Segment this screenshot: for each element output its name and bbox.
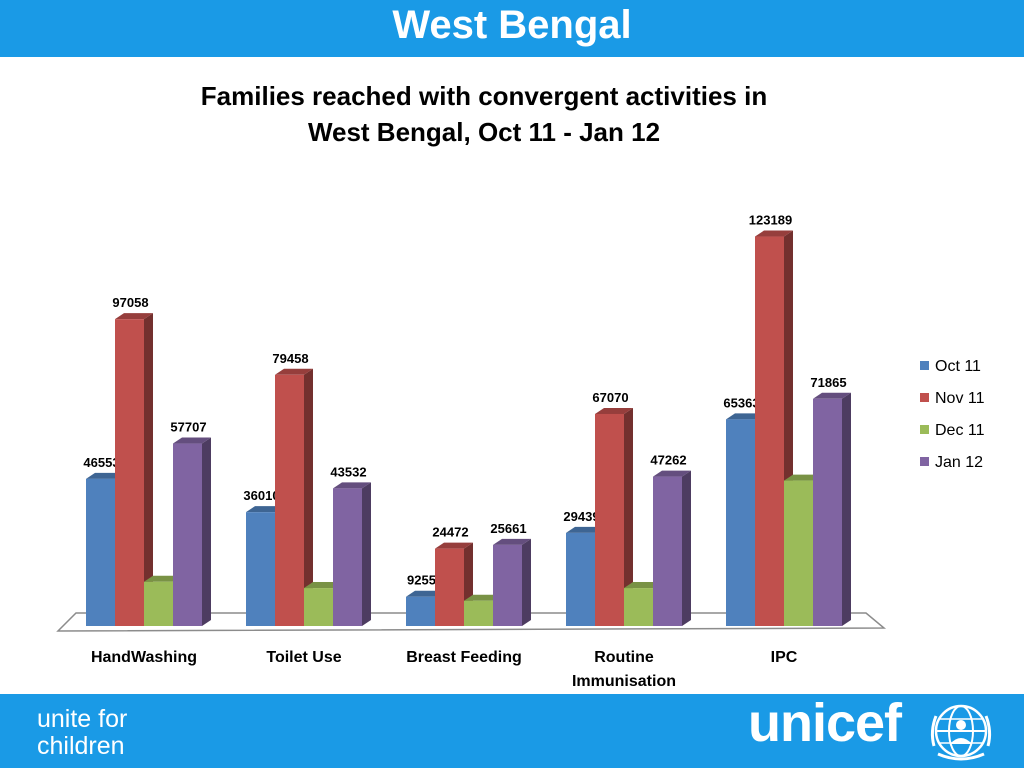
tagline-line2: children: [37, 732, 125, 760]
category-label: HandWashing: [91, 649, 197, 666]
bar-top: [784, 474, 822, 481]
data-label: 71865: [810, 375, 846, 390]
category-label: IPC: [771, 649, 798, 666]
bar-side: [202, 437, 211, 626]
bar: [435, 548, 464, 626]
data-label: 97058: [112, 295, 148, 310]
data-label: 47262: [650, 453, 686, 468]
bar: [726, 419, 755, 626]
legend-label: Oct 11: [935, 358, 981, 375]
bar: [333, 488, 362, 626]
data-label: 79458: [272, 351, 308, 366]
bar-side: [842, 392, 851, 626]
bar: [275, 374, 304, 626]
data-label: 43532: [330, 464, 366, 479]
data-label: 29439: [563, 509, 599, 524]
bar: [115, 319, 144, 626]
bar-top: [86, 472, 124, 479]
bar: [406, 596, 435, 626]
bar-top: [275, 368, 313, 375]
data-label: 57707: [170, 420, 206, 435]
data-label: 25661: [490, 521, 526, 536]
bar-top: [406, 590, 444, 597]
bar-side: [304, 368, 313, 626]
globe-emblem-icon: [930, 704, 992, 761]
bar-top: [333, 482, 371, 489]
chart-title-line2: West Bengal, Oct 11 - Jan 12: [307, 117, 661, 147]
bar-chart: 46553 97058 57707 HandWashing 36010 79458 4353…: [56, 213, 985, 690]
category-label: Routine: [594, 649, 654, 666]
data-label: 67070: [592, 390, 628, 405]
bar: [813, 398, 842, 626]
bar-top: [566, 526, 604, 533]
data-label: 24472: [432, 525, 468, 540]
category-label: Toilet Use: [266, 649, 341, 666]
bar-top: [493, 538, 531, 545]
legend-label: Jan 12: [935, 454, 983, 471]
bar: [173, 443, 202, 626]
bar: [464, 600, 493, 626]
data-label: 36010: [243, 488, 279, 503]
bar-side: [362, 482, 371, 626]
bar-side: [144, 313, 153, 626]
legend-label: Nov 11: [935, 390, 985, 407]
category-label: Breast Feeding: [406, 649, 522, 666]
tagline-line1: unite for: [37, 705, 128, 733]
chart-title: Families reached with convergent activit…: [0, 78, 968, 150]
bar: [624, 588, 653, 626]
bar: [144, 581, 173, 626]
legend-swatch: [920, 457, 929, 466]
bar-top: [304, 582, 342, 589]
unicef-logo: unicef: [748, 693, 1004, 764]
data-label: 46553: [83, 455, 119, 470]
bar-top: [435, 542, 473, 549]
bar-top: [653, 470, 691, 477]
bar-top: [246, 506, 284, 513]
chart-title-line1: Families reached with convergent activit…: [200, 81, 768, 111]
title-bar: West Bengal: [0, 0, 1024, 57]
legend-swatch: [920, 393, 929, 402]
legend-swatch: [920, 361, 929, 370]
bar: [304, 588, 333, 626]
bar-top: [595, 407, 633, 414]
data-label: 123189: [749, 213, 792, 228]
footer-bar: unite for children unicef: [0, 693, 1024, 768]
slide-title: West Bengal: [392, 3, 632, 47]
bar-top: [115, 313, 153, 320]
tagline: unite for children: [37, 706, 127, 760]
bar-side: [682, 470, 691, 626]
bar: [784, 480, 813, 626]
bar: [86, 478, 115, 626]
bar-side: [624, 407, 633, 626]
data-label: 65363: [723, 395, 759, 410]
legend-label: Dec 11: [935, 422, 985, 439]
bar: [755, 236, 784, 626]
bar: [595, 413, 624, 626]
bar-top: [813, 392, 851, 399]
bar: [566, 532, 595, 626]
bar-top: [464, 594, 502, 601]
bar-side: [522, 538, 531, 626]
bar-top: [755, 230, 793, 237]
legend-swatch: [920, 425, 929, 434]
bar: [493, 544, 522, 626]
unicef-wordmark: unicef: [748, 693, 902, 753]
category-label: Immunisation: [572, 673, 676, 690]
bar-top: [144, 575, 182, 582]
bar-top: [726, 413, 764, 420]
bar-top: [173, 437, 211, 444]
bar-top: [624, 582, 662, 589]
data-label: 9255: [407, 573, 436, 588]
bar: [246, 512, 275, 626]
bar: [653, 476, 682, 626]
